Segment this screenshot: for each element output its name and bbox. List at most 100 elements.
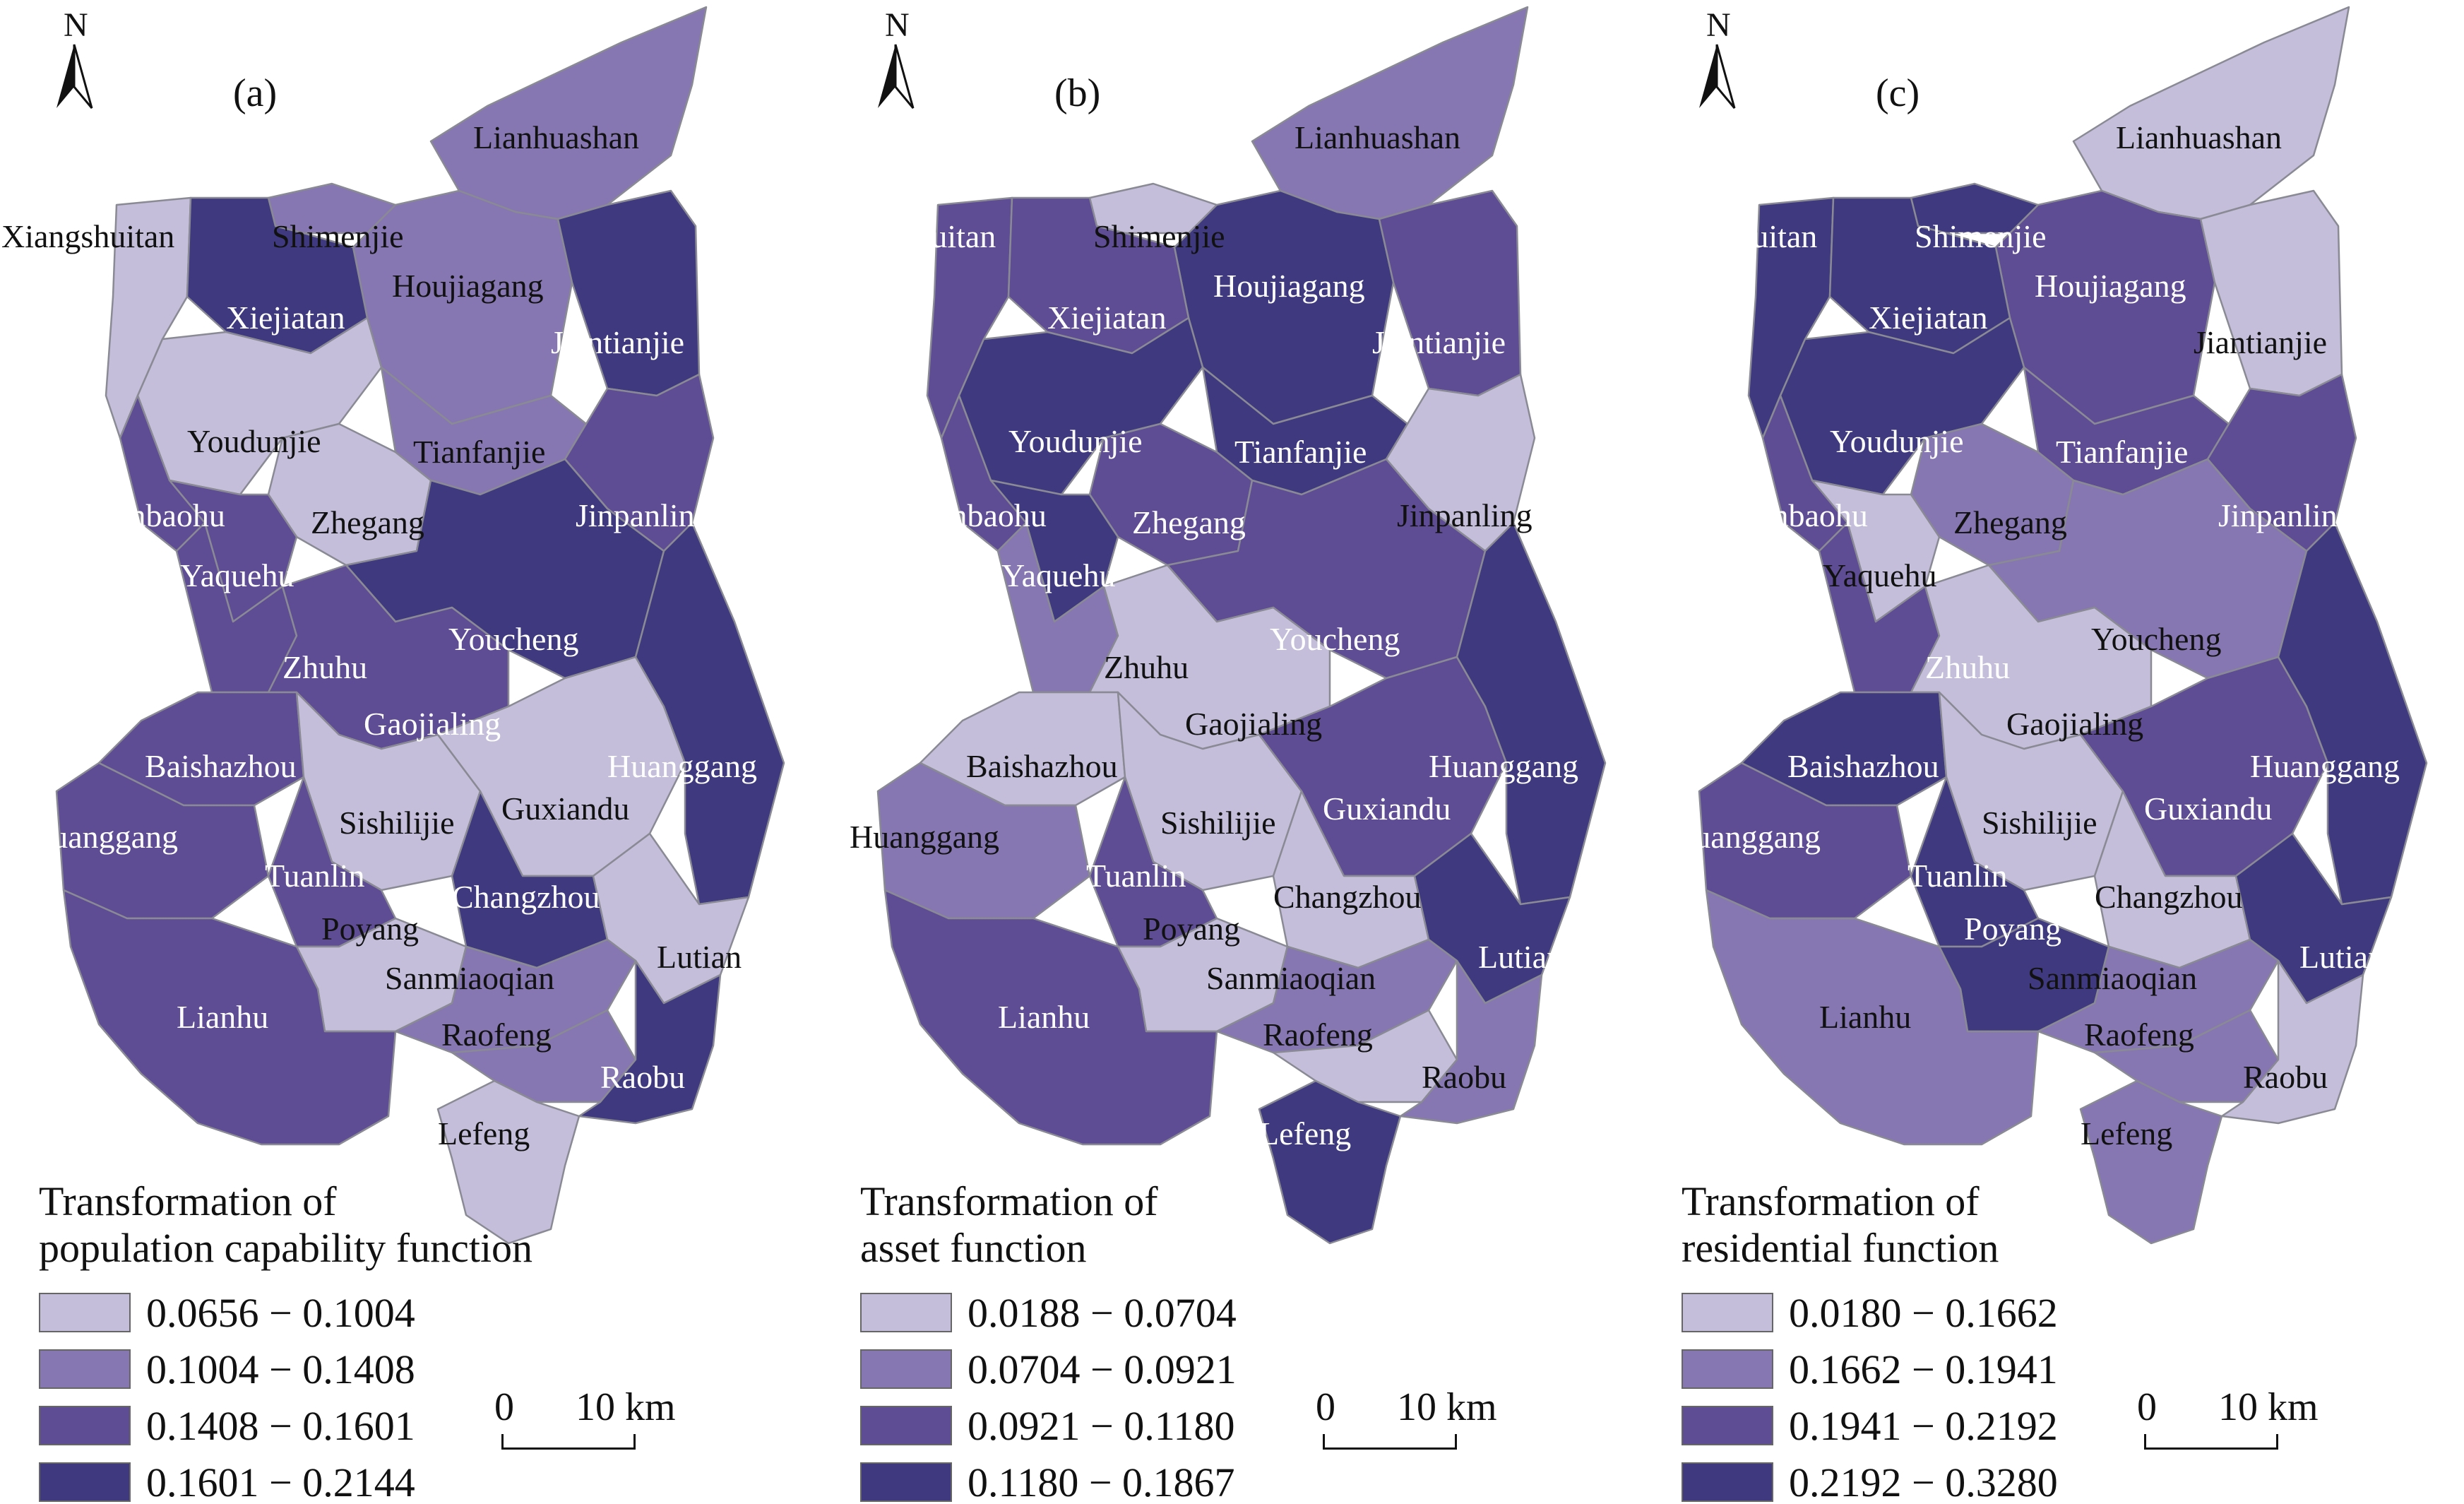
town-label-youdunjie: Youdunjie (1830, 423, 1964, 459)
region-lefeng (1258, 1079, 1402, 1245)
town-label-yaquehu: Yaquehu (1823, 557, 1936, 593)
north-letter: N (64, 6, 88, 44)
north-letter: N (885, 6, 910, 44)
town-label-raofeng: Raofeng (441, 1017, 552, 1053)
town-label-zhuhu: Zhuhu (1925, 649, 2010, 685)
region-lianhu (883, 889, 1218, 1146)
town-label-youcheng: Youcheng (2091, 621, 2221, 657)
legend-swatch (860, 1293, 952, 1332)
choropleth-map-a: Lianhuashan Xiangshuitan Shimenjie Houjiaga… (1, 6, 785, 1245)
region-xiejiatan (186, 196, 369, 355)
town-label-lutian: Lutian (657, 939, 742, 975)
legend-item: 0.1180 − 0.1867 (860, 1454, 1237, 1504)
town-label-jinpanling: Jinpanling (576, 497, 711, 533)
legend-swatch (860, 1349, 952, 1389)
scale-bar-line (2144, 1434, 2278, 1450)
town-label-lianhu: Lianhu (177, 999, 268, 1035)
scale-end-label: 10 km (1397, 1385, 1497, 1429)
legend-title-line-1: Transformation of (39, 1178, 337, 1224)
legend-swatch (860, 1406, 952, 1445)
north-arrow-shape (878, 44, 915, 109)
town-label-zhegang: Zhegang (311, 504, 424, 540)
region-jiantianjie (1378, 189, 1522, 397)
town-label-lefeng: Lefeng (438, 1115, 530, 1151)
town-label-shimenjie: Shimenjie (272, 218, 404, 254)
legend-range-label: 0.1408 − 0.1601 (146, 1402, 415, 1449)
town-label-zhegang: Zhegang (1132, 504, 1246, 540)
town-label-youcheng: Youcheng (448, 621, 578, 657)
legend-swatch (39, 1406, 131, 1445)
town-label-poyang: Poyang (1143, 911, 1240, 947)
scale-start-label: 0 (494, 1385, 514, 1429)
town-label-yinbaohu: Yinbaohu (99, 497, 225, 533)
town-label-yinbaohu: Yinbaohu (1742, 497, 1868, 533)
north-arrow-icon: N (42, 6, 106, 112)
region-jiantianjie (557, 189, 701, 397)
legend-swatch (1682, 1349, 1773, 1389)
town-label-jinpanling: Jinpanling (2218, 497, 2354, 533)
town-label-raobu: Raobu (1422, 1059, 1506, 1095)
legend-range-label: 0.0921 − 0.1180 (968, 1402, 1235, 1449)
town-label-huanggang: Huanggang (607, 748, 757, 784)
legend-item: 0.0921 − 0.1180 (860, 1397, 1237, 1454)
town-label-poyang: Poyang (321, 911, 419, 947)
scale-start-label: 0 (2137, 1385, 2157, 1429)
town-label-tianfanjie: Tianfanjie (2056, 434, 2188, 470)
region-lianhu (62, 889, 397, 1146)
town-label-raobu: Raobu (2243, 1059, 2328, 1095)
legend-range-label: 0.1180 − 0.1867 (968, 1459, 1235, 1504)
town-label-baishazhou: Baishazhou (966, 748, 1118, 784)
scale-start-label: 0 (1316, 1385, 1335, 1429)
legend-title-line-2: residential function (1682, 1225, 1999, 1271)
legend-item: 0.1408 − 0.1601 (39, 1397, 532, 1454)
map-panel-a: Lianhuashan Xiangshuitan Shimenjie Houjiaga… (0, 0, 821, 1504)
town-label-youdunjie: Youdunjie (1008, 423, 1143, 459)
town-label-huanggang: Huanggang (1671, 819, 1821, 855)
town-label-guxiandu: Guxiandu (501, 791, 629, 827)
town-label-raobu: Raobu (600, 1059, 685, 1095)
legend-swatch (39, 1349, 131, 1389)
town-label-tuanlin: Tuanlin (265, 858, 364, 894)
region-xiejiatan (1828, 196, 2011, 355)
legend-range-label: 0.1601 − 0.2144 (146, 1459, 415, 1504)
legend-range-label: 0.1662 − 0.1941 (1789, 1346, 2058, 1392)
scale-bar-line (501, 1434, 636, 1450)
region-raobu (1399, 959, 1543, 1125)
legend-title-line-1: Transformation of (1682, 1178, 1980, 1224)
town-label-lutian: Lutian (2299, 939, 2384, 975)
town-label-lefeng: Lefeng (2081, 1115, 2172, 1151)
scale-bar-line (1323, 1434, 1457, 1450)
town-label-tuanlin: Tuanlin (1086, 858, 1186, 894)
legend-swatch (39, 1293, 131, 1332)
town-label-lefeng: Lefeng (1259, 1115, 1351, 1151)
legend-title-line-2: population capability function (39, 1225, 533, 1271)
region-lefeng (2079, 1079, 2223, 1245)
panel-label-c: (c) (1876, 71, 1920, 115)
town-label-tianfanjie: Tianfanjie (1234, 434, 1367, 470)
town-label-huanggang: Huanggang (28, 819, 178, 855)
region-lianhu (1705, 889, 2040, 1146)
town-label-gaojialing: Gaojialing (2006, 706, 2143, 742)
town-label-huanggang: Huanggang (1429, 748, 1578, 784)
town-label-youdunjie: Youdunjie (187, 423, 321, 459)
north-arrow-icon: N (1685, 6, 1749, 112)
region-lefeng (436, 1079, 581, 1245)
choropleth-map-b: Lianhuashan Xiangshuitan Shimenjie Houjiaga… (823, 6, 1607, 1245)
region-lianhuashan (429, 6, 708, 220)
town-label-sishilijie: Sishilijie (1982, 805, 2097, 841)
map-panel-b: Lianhuashan Xiangshuitan Shimenjie Houjiaga… (821, 0, 1643, 1504)
choropleth-map-c: Lianhuashan Xiangshuitan Shimenjie Houjiaga… (1644, 6, 2428, 1245)
town-label-baishazhou: Baishazhou (145, 748, 297, 784)
region-lianhuashan (1251, 6, 1529, 220)
legend-a: Transformation of population capability f… (39, 1178, 532, 1504)
town-label-houjiagang: Houjiagang (392, 268, 544, 304)
legend-swatch (1682, 1406, 1773, 1445)
town-label-guxiandu: Guxiandu (1323, 791, 1451, 827)
town-label-zhegang: Zhegang (1953, 504, 2067, 540)
town-label-zhuhu: Zhuhu (1104, 649, 1189, 685)
legend-item: 0.1662 − 0.1941 (1682, 1341, 2058, 1397)
town-label-xiejiatan: Xiejiatan (1869, 300, 1988, 336)
town-label-huanggang: Huanggang (2250, 748, 2400, 784)
town-label-jiantianjie: Jiantianjie (2194, 324, 2327, 360)
